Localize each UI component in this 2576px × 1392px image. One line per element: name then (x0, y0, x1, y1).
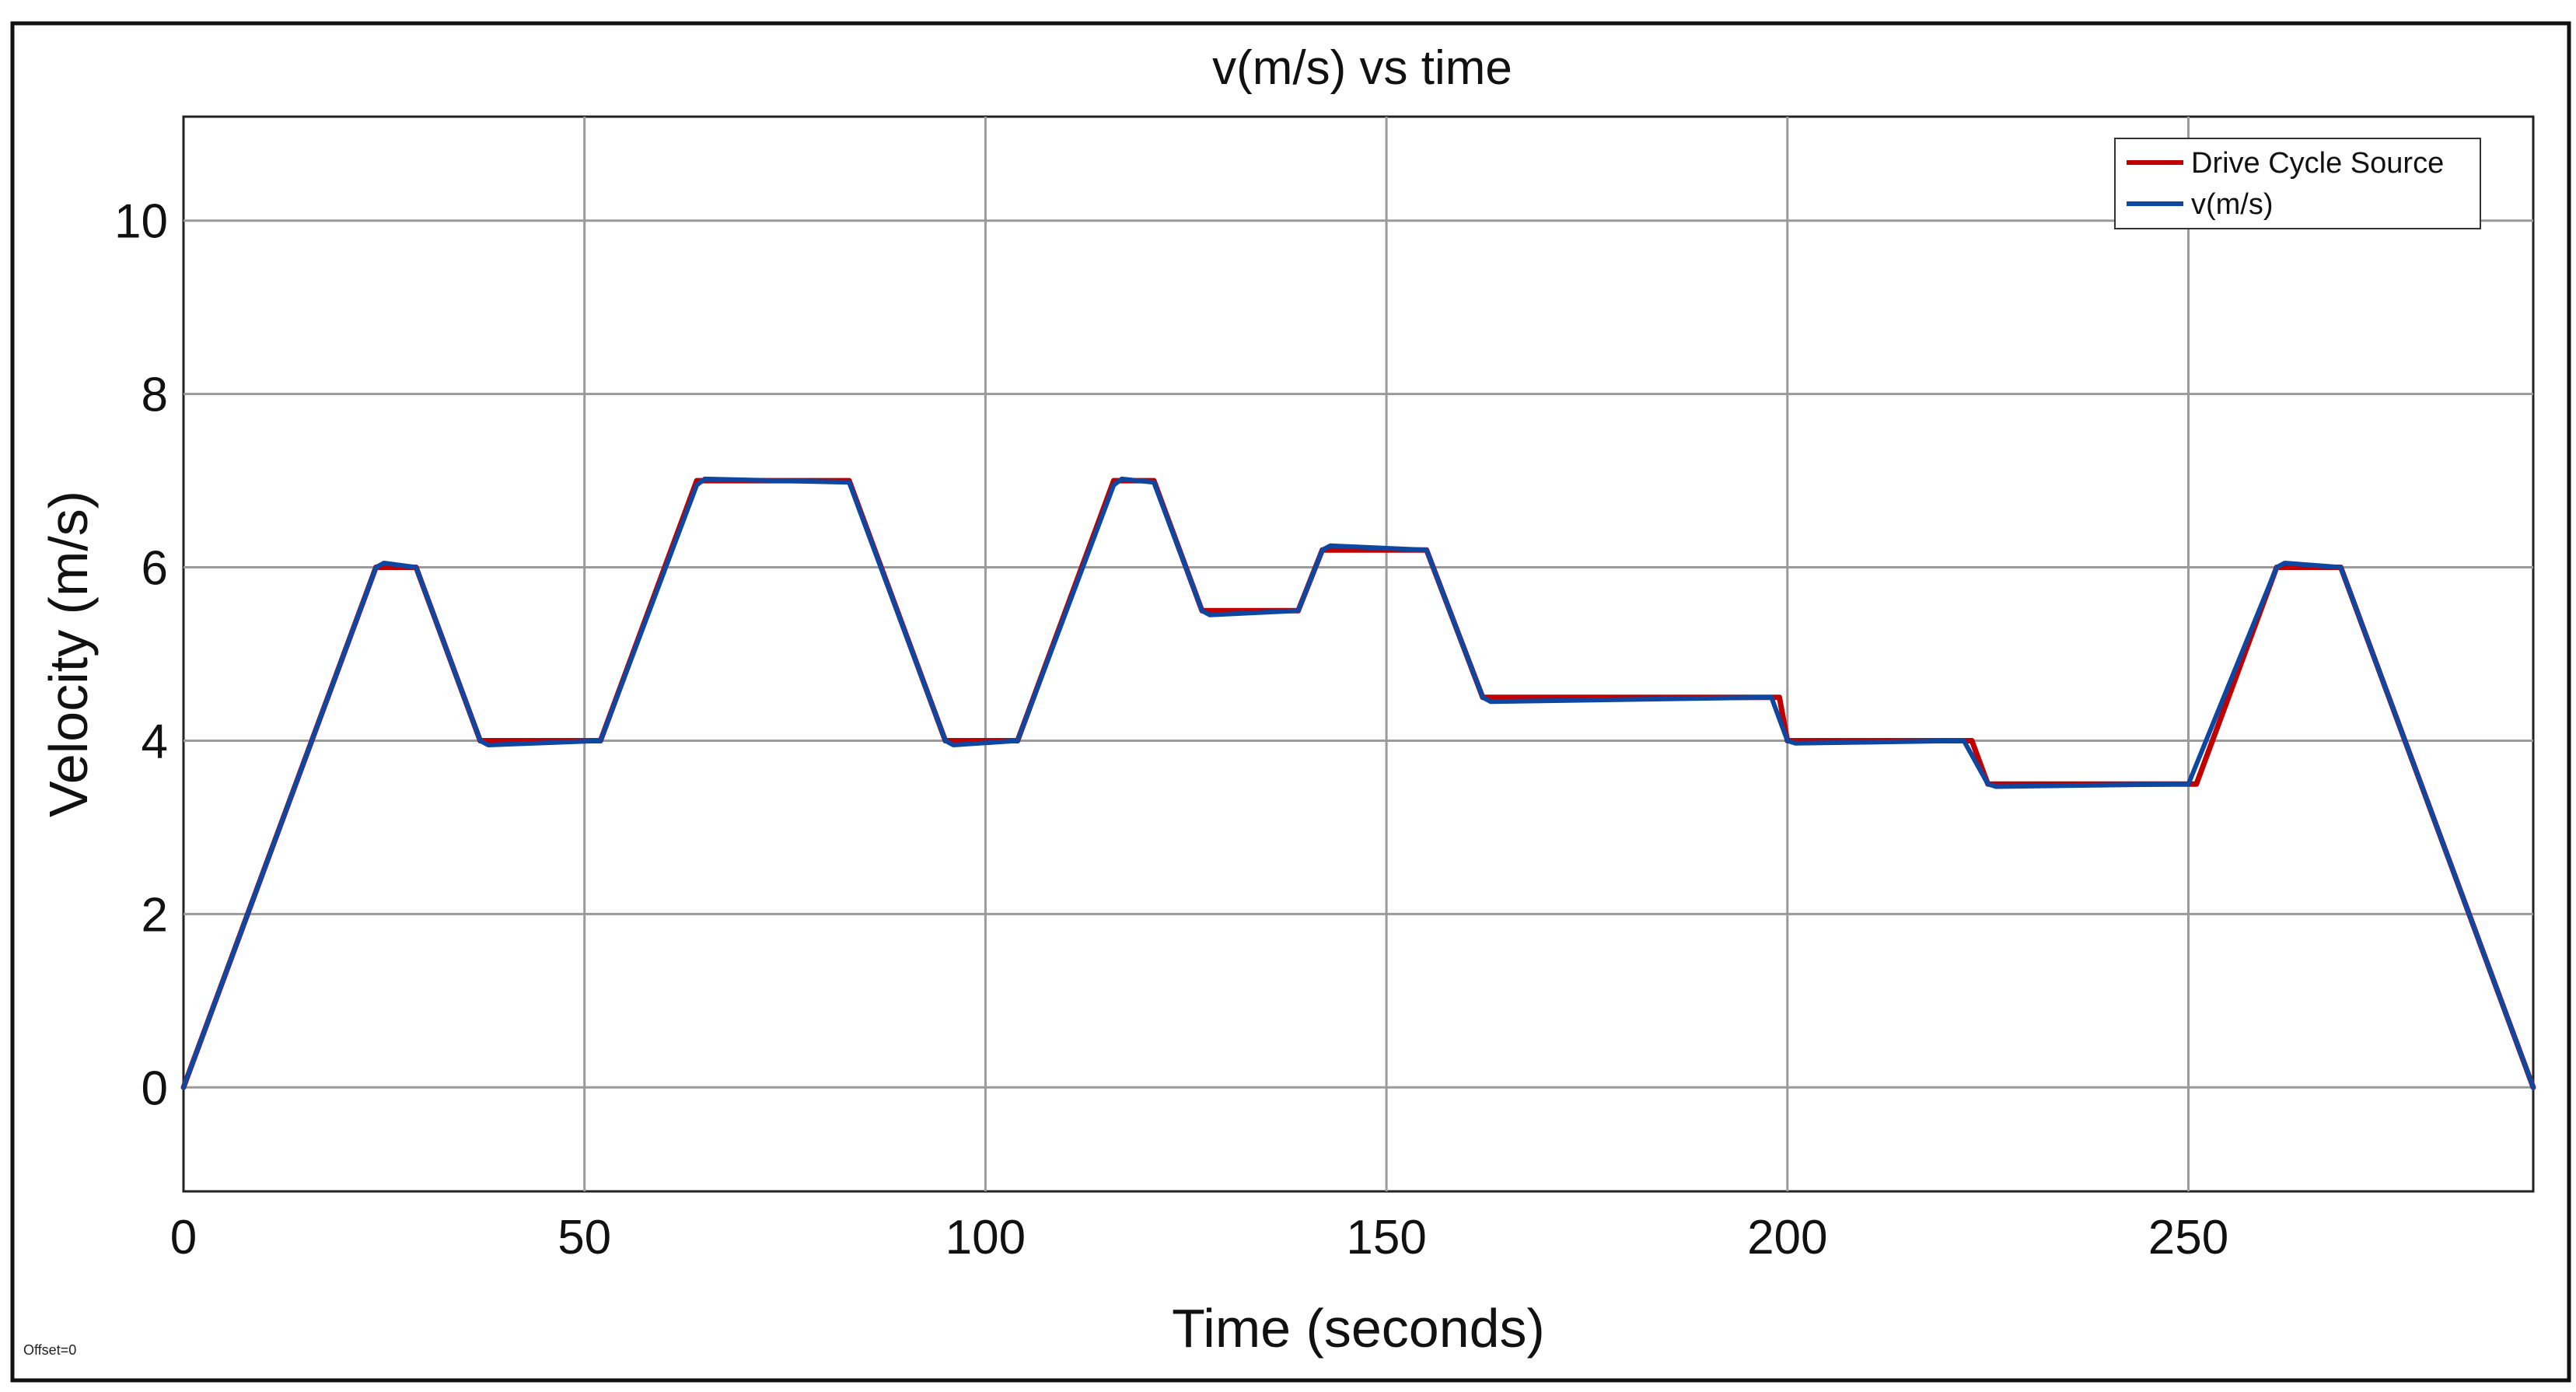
series-line-v-m-s (181, 476, 2536, 1090)
y-tick-label: 4 (142, 715, 168, 768)
x-tick-label: 50 (557, 1211, 611, 1264)
x-axis-label: Time (seconds) (1172, 1298, 1545, 1359)
offset-label: Offset=0 (23, 1342, 76, 1358)
series-layer (180, 476, 2536, 1090)
legend: Drive Cycle Source v(m/s) (2114, 138, 2481, 229)
legend-box (2114, 138, 2481, 229)
legend-label-v-m-s: v(m/s) (2191, 188, 2274, 221)
y-tick-label: 2 (142, 888, 168, 942)
y-tick-label: 10 (114, 195, 168, 249)
chart-title: v(m/s) vs time (1212, 41, 1512, 95)
legend-label-drive-cycle-source: Drive Cycle Source (2191, 147, 2444, 180)
y-axis-ticks: 0 2 4 6 8 10 (114, 195, 168, 1116)
y-tick-label: 8 (142, 369, 168, 422)
x-tick-label: 0 (170, 1211, 197, 1264)
x-tick-label: 150 (1346, 1211, 1426, 1264)
y-tick-label: 6 (142, 542, 168, 596)
plot-area (182, 115, 2535, 1193)
y-axis-label: Velocity (m/s) (38, 491, 99, 817)
y-tick-label: 0 (142, 1061, 168, 1115)
grid (184, 117, 2533, 1191)
x-axis-ticks: 0 50 100 150 200 250 (170, 1211, 2228, 1264)
x-tick-label: 100 (945, 1211, 1026, 1264)
x-tick-label: 200 (1747, 1211, 1827, 1264)
x-tick-label: 250 (2148, 1211, 2228, 1264)
